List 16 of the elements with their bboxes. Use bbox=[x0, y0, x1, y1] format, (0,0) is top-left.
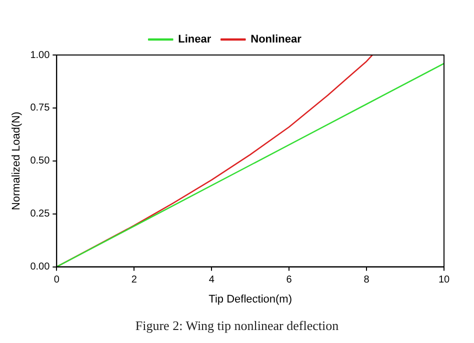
y-tick-label: 0.50 bbox=[30, 156, 50, 167]
x-tick-label: 0 bbox=[54, 274, 60, 286]
x-tick-label: 6 bbox=[286, 274, 292, 286]
x-tick-label: 10 bbox=[438, 274, 450, 286]
x-tick-label: 2 bbox=[131, 274, 138, 286]
y-tick-label: 0.25 bbox=[30, 208, 50, 220]
legend-label: Nonlinear bbox=[250, 34, 302, 46]
y-tick-label: 0.75 bbox=[30, 102, 50, 114]
legend-label: Linear bbox=[178, 34, 212, 46]
caption: Figure 2: Wing tip nonlinear deflection bbox=[134, 318, 340, 334]
x-axis-title: Tip Deflection(m) bbox=[208, 293, 292, 306]
y-tick-label: 1.00 bbox=[30, 50, 50, 61]
y-tick-label: 0.00 bbox=[30, 262, 50, 273]
x-tick-label: 8 bbox=[364, 274, 370, 286]
y-axis-title: Normalized Load(N) bbox=[10, 112, 23, 210]
x-tick-label: 4 bbox=[208, 274, 215, 286]
